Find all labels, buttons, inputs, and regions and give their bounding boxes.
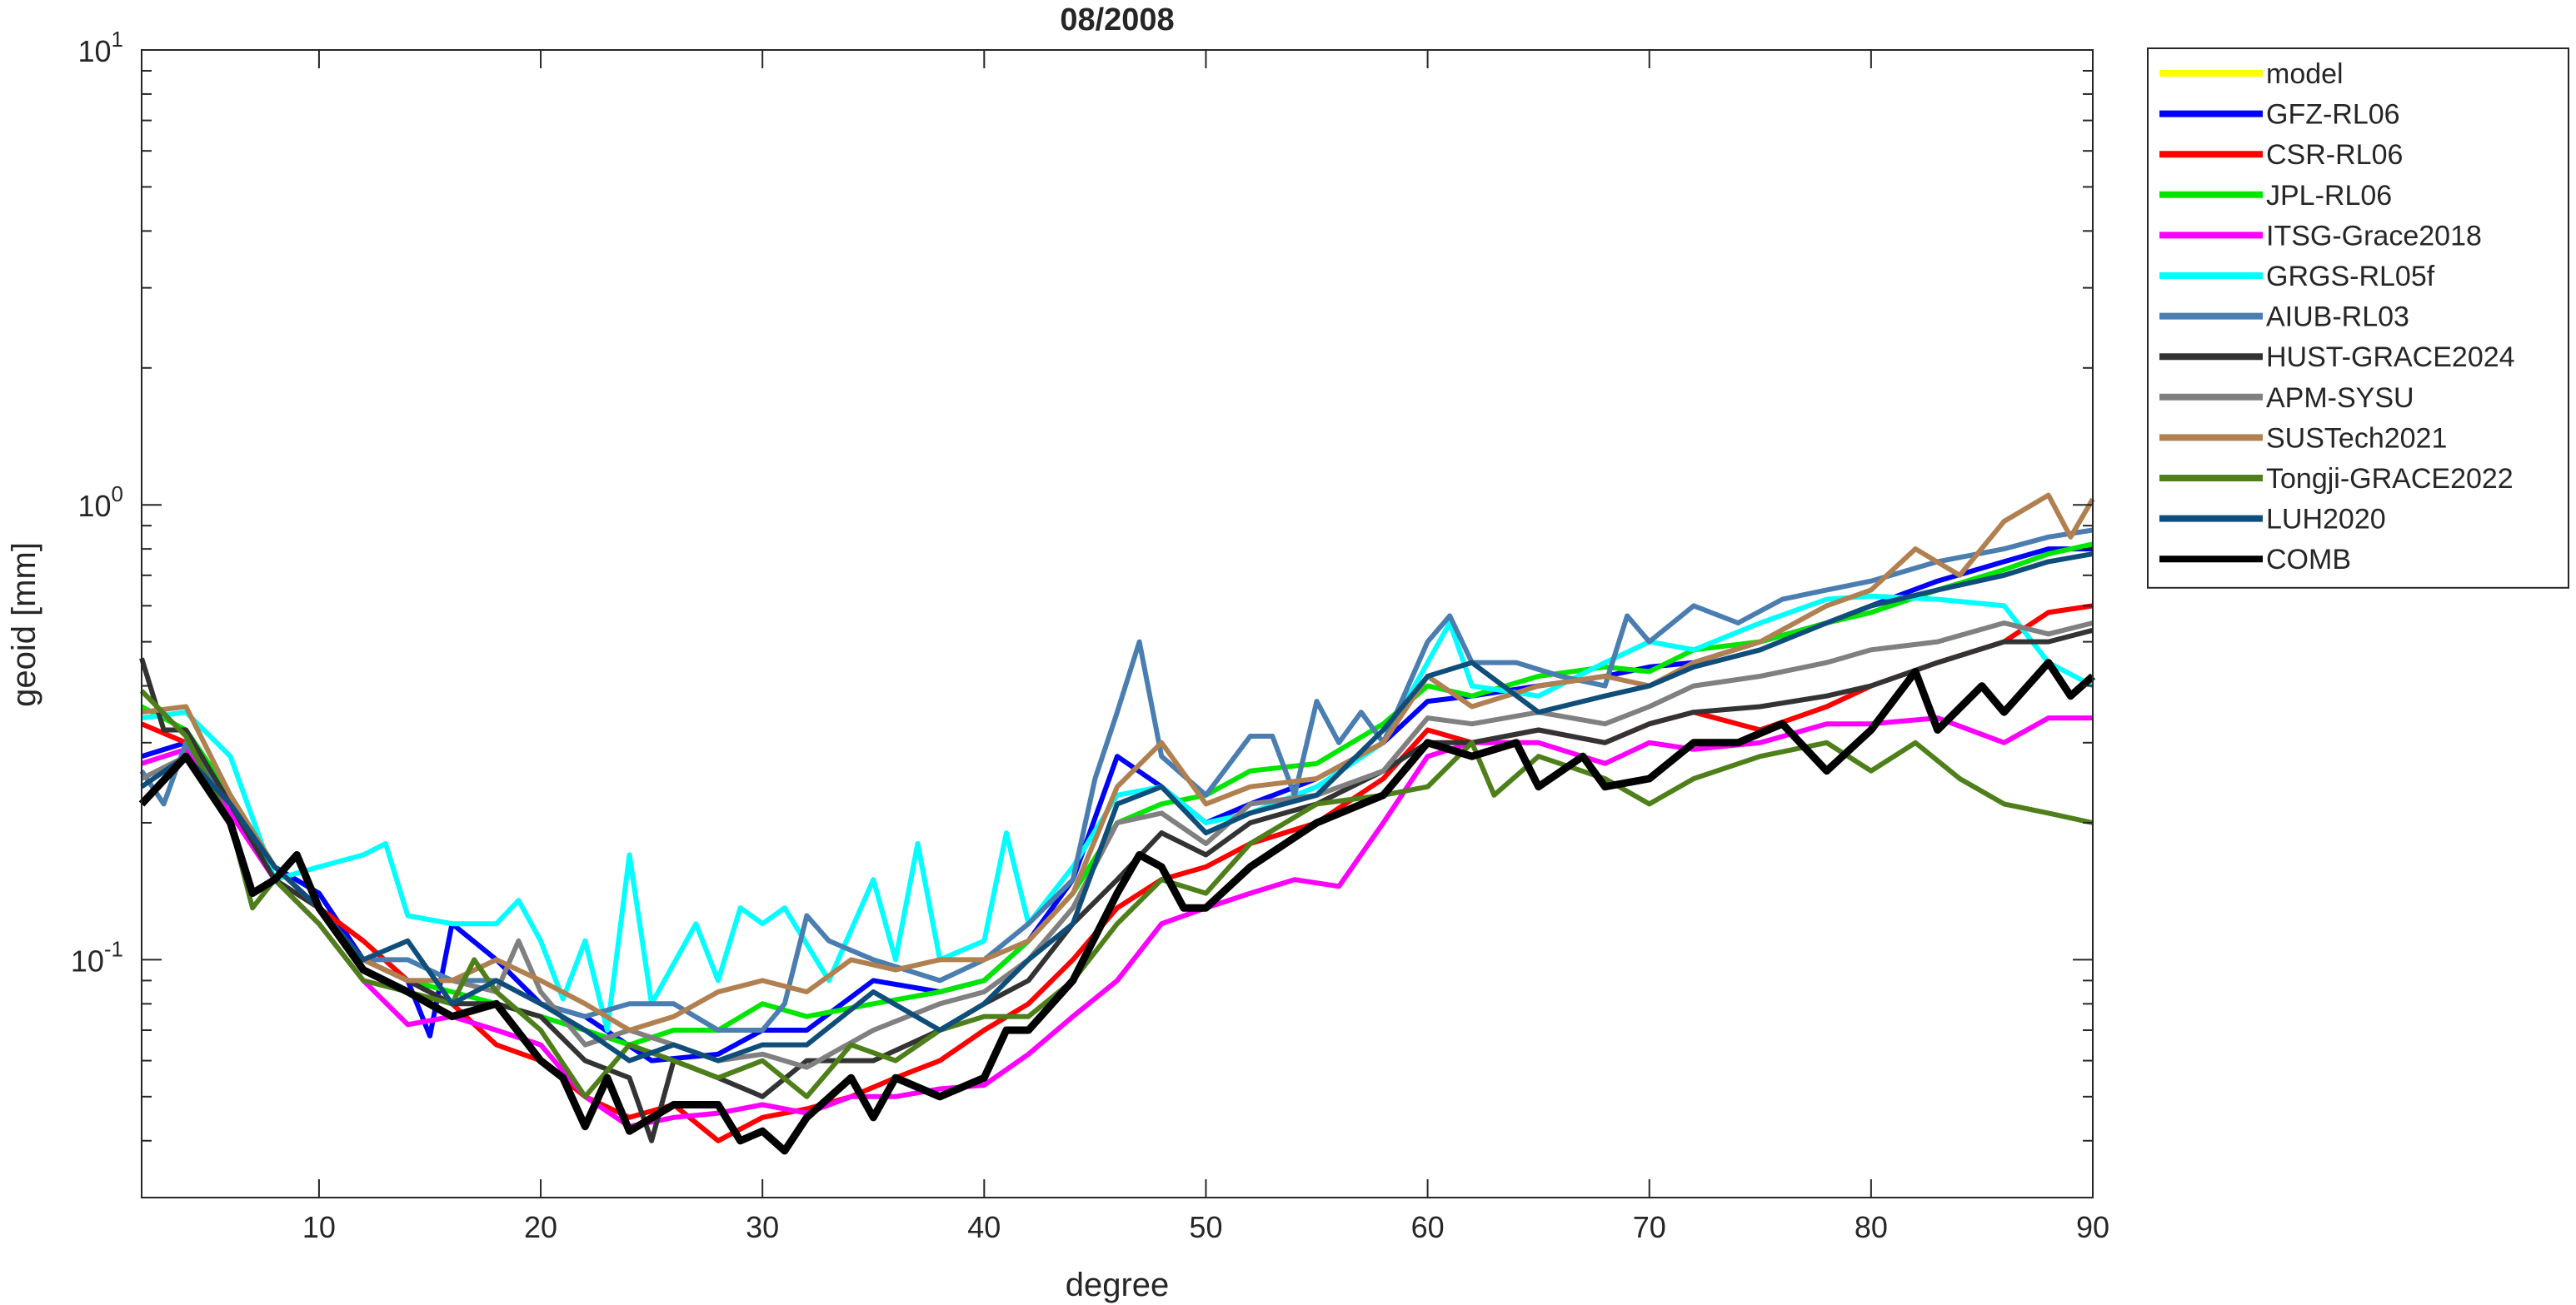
y-tick-label: 101 (77, 27, 123, 68)
legend-label: LUH2020 (2266, 504, 2386, 535)
x-tick-label: 20 (524, 1210, 557, 1244)
x-tick-label: 50 (1189, 1210, 1222, 1244)
x-tick-label: 80 (1855, 1210, 1888, 1244)
axis-ticks: 10 20 30 40 50 60 70 80 90 10-1 100 101 (71, 27, 2109, 1244)
series-line-luh2020 (140, 551, 2094, 1063)
legend-label: SUSTech2021 (2266, 422, 2447, 454)
plot-area (142, 50, 2093, 1198)
x-tick-label: 60 (1411, 1210, 1445, 1244)
series-line-comb (138, 659, 2095, 1155)
legend-label: GFZ-RL06 (2266, 99, 2400, 131)
x-axis-label: degree (1066, 1267, 1170, 1303)
x-tick-label: 70 (1633, 1210, 1666, 1244)
legend-label: model (2266, 58, 2344, 90)
y-tick-label: 100 (77, 481, 123, 523)
x-tick-label: 30 (746, 1210, 779, 1244)
series-lines (138, 492, 2095, 1155)
x-tick-label: 40 (967, 1210, 1001, 1244)
y-tick-label: 10-1 (71, 936, 123, 978)
series-line-itsg-grace2018 (141, 715, 2093, 1129)
legend-label: Tongji-GRACE2022 (2266, 463, 2514, 495)
legend-label: APM-SYSU (2266, 382, 2414, 414)
y-axis-label: geoid [mm] (6, 542, 42, 707)
x-tick-label: 90 (2076, 1210, 2109, 1244)
legend-label: GRGS-RL05f (2266, 261, 2435, 292)
legend-label: ITSG-Grace2018 (2266, 220, 2482, 252)
chart-title: 08/2008 (1060, 2, 1174, 37)
legend-label: COMB (2266, 544, 2351, 575)
plot-frame (141, 49, 2094, 1198)
legend-label: AIUB-RL03 (2266, 301, 2409, 333)
legend-label: CSR-RL06 (2266, 139, 2403, 171)
series-line-sustech2021 (141, 492, 2095, 1033)
legend-label: JPL-RL06 (2266, 180, 2392, 212)
x-tick-label: 10 (302, 1210, 336, 1244)
legend: model GFZ-RL06 CSR-RL06 JPL-RL06 ITSG-Grace2… (2147, 47, 2569, 589)
legend-label: HUST-GRACE2024 (2266, 341, 2515, 373)
series-line-aiub-rl03 (139, 527, 2094, 1033)
series-line-grgs-rl05f (141, 593, 2094, 1033)
